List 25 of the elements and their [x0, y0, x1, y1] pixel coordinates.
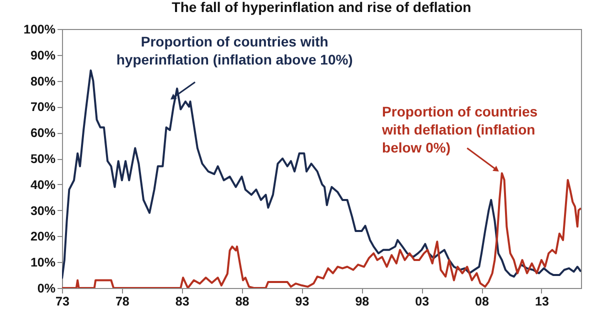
x-tick-label: 13 — [534, 294, 549, 308]
annotation: Proportion of countries with hyperinflation (inflation above 10%) — [116, 33, 353, 68]
chart-title: The fall of hyperinflation and rise of deflation — [172, 0, 472, 15]
x-tick-label: 08 — [475, 294, 490, 308]
y-tick-label: 0% — [37, 282, 56, 296]
x-tick-label: 78 — [115, 294, 130, 308]
y-tick-label: 60% — [30, 126, 56, 140]
x-tick-label: 83 — [175, 294, 190, 308]
y-tick-label: 70% — [30, 100, 56, 114]
y-tick-label: 10% — [30, 256, 56, 270]
line-series — [62, 69, 581, 280]
y-tick-label: 40% — [30, 178, 56, 192]
y-tick-label: 90% — [30, 48, 56, 62]
x-tick-label: 88 — [235, 294, 250, 308]
annotation: Proportion of countries with deflation (inflation below 0%) — [381, 103, 538, 156]
y-tick-label: 80% — [30, 74, 56, 88]
y-tick-label: 30% — [30, 204, 56, 218]
y-tick-label: 20% — [30, 230, 56, 244]
x-tick-label: 03 — [415, 294, 430, 308]
line-series — [62, 172, 581, 288]
y-tick-label: 50% — [30, 152, 56, 166]
x-tick-label: 98 — [355, 294, 370, 308]
x-tick-label: 93 — [295, 294, 310, 308]
x-tick-label: 73 — [56, 294, 70, 308]
y-tick-label: 100% — [24, 22, 56, 36]
